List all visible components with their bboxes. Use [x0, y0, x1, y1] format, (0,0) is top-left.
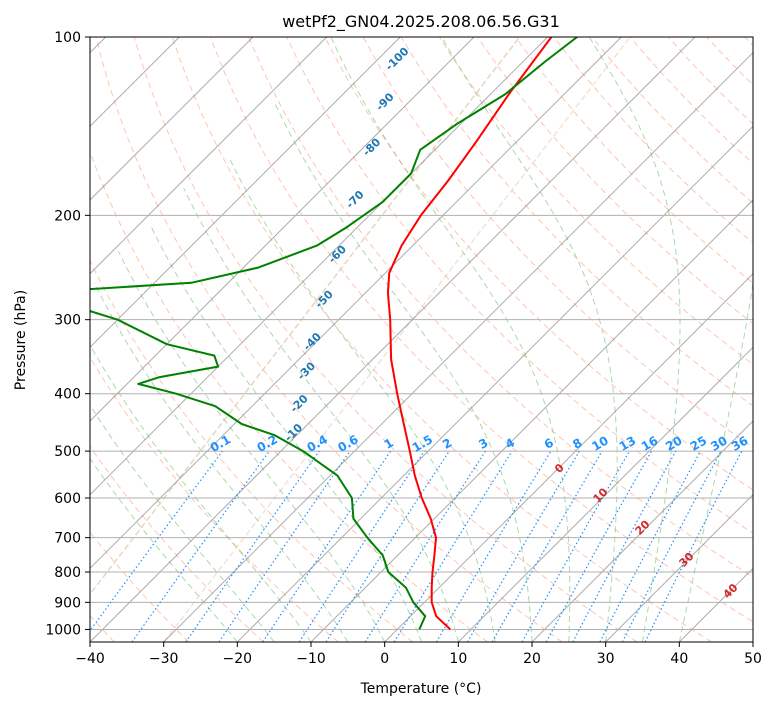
dry-adiabat-line [362, 37, 753, 449]
dry-adiabat-line [591, 37, 753, 204]
dry-adiabat-line [95, 37, 563, 642]
mixing-ratio-line [644, 450, 743, 642]
x-tick-label: −30 [149, 651, 179, 667]
mixing-ratio-line [90, 450, 223, 632]
isotherm-line [236, 125, 753, 642]
isotherm-line [163, 51, 753, 642]
isotherms [90, 37, 753, 642]
isotherm-line [90, 37, 475, 422]
dry-adiabats [90, 37, 753, 642]
lcl-curve-line [163, 37, 631, 642]
mixing-ratio-line [545, 450, 653, 642]
x-axis: −40 −30 −20 −10 0 10 20 30 40 50 [75, 642, 762, 667]
dry-adiabat-line [629, 37, 753, 165]
y-axis: 100 200 300 400 500 600 700 800 900 1000 [45, 30, 90, 638]
y-tick-label: 800 [54, 565, 81, 581]
dry-adiabat-line [90, 445, 264, 642]
dry-adiabat-line [248, 37, 753, 578]
y-tick-label: 100 [54, 30, 81, 46]
y-tick-label: 300 [54, 313, 81, 329]
mixing-ratio-line [298, 450, 425, 642]
chart-title: wetPf2_GN04.2025.208.06.56.G31 [282, 12, 560, 32]
x-tick-label: −40 [75, 651, 105, 667]
y-tick-label: 500 [54, 444, 81, 460]
isotherm-line [457, 346, 753, 642]
x-tick-label: 20 [523, 651, 541, 667]
y-tick-label: 900 [54, 595, 81, 611]
isotherm-line [531, 420, 753, 642]
moist-adiabat-line [90, 404, 275, 642]
dry-adiabat-line [438, 37, 753, 366]
dry-adiabat-line [90, 150, 488, 642]
isotherm-line [310, 199, 753, 642]
x-tick-label: −10 [296, 651, 326, 667]
moist-adiabat-line [90, 343, 312, 642]
moist-adiabats [90, 37, 753, 642]
mixing-ratio-line [131, 450, 270, 642]
dry-adiabat-line [477, 37, 753, 325]
mixing-ratio-line [262, 450, 392, 642]
isotherm-line [90, 37, 549, 496]
moist-adiabat-line [151, 227, 422, 642]
x-tick-label: 40 [670, 651, 688, 667]
moist-adiabat-line [441, 37, 618, 642]
temperature-line [386, 37, 553, 631]
y-tick-label: 600 [54, 491, 81, 507]
moist-adiabat-line [90, 457, 238, 642]
y-tick-label: 700 [54, 531, 81, 547]
dry-adiabat-line [90, 259, 414, 642]
isotherm-line [605, 493, 753, 642]
dry-adiabat-line [286, 37, 753, 534]
dry-adiabat-line [400, 37, 753, 407]
isotherm-line [90, 37, 254, 201]
y-tick-label: 200 [54, 208, 81, 224]
y-axis-label: Pressure (hPa) [13, 290, 29, 390]
mixing-ratio-line [185, 450, 320, 642]
dewpoint-line [90, 37, 578, 630]
moist-adiabat-line [678, 280, 753, 642]
sounding-series [90, 37, 578, 631]
isotherm-line [90, 37, 328, 275]
moist-adiabat-line [93, 282, 349, 642]
x-tick-label: 10 [449, 651, 467, 667]
mixing-ratio-line [325, 450, 450, 642]
mixing-ratio-line [393, 450, 513, 642]
dry-adiabat-line [553, 37, 753, 244]
dry-adiabat-line [171, 37, 712, 642]
y-tick-label: 1000 [45, 622, 81, 638]
y-tick-label: 400 [54, 387, 81, 403]
isotherm-line [384, 272, 753, 642]
x-tick-label: 30 [597, 651, 615, 667]
moist-adiabat-line [274, 104, 533, 642]
x-tick-label: 0 [380, 651, 389, 667]
mixing-ratio-line [521, 450, 631, 642]
mixing-ratio-line [572, 450, 677, 642]
isotherm-line [90, 37, 696, 642]
x-tick-label: 50 [744, 651, 762, 667]
pressure-gridlines [90, 37, 753, 630]
moist-adiabat-line [183, 187, 459, 642]
isotherm-line [90, 37, 401, 349]
x-axis-label: Temperature (°C) [360, 681, 482, 697]
moist-adiabat-line [588, 37, 681, 642]
plot-frame [89, 36, 754, 643]
moist-adiabat-line [330, 37, 571, 642]
isotherm-line [90, 37, 622, 570]
mixing-ratio-line [218, 450, 351, 642]
dry-adiabat-line [133, 37, 638, 642]
x-tick-label: −20 [223, 651, 253, 667]
